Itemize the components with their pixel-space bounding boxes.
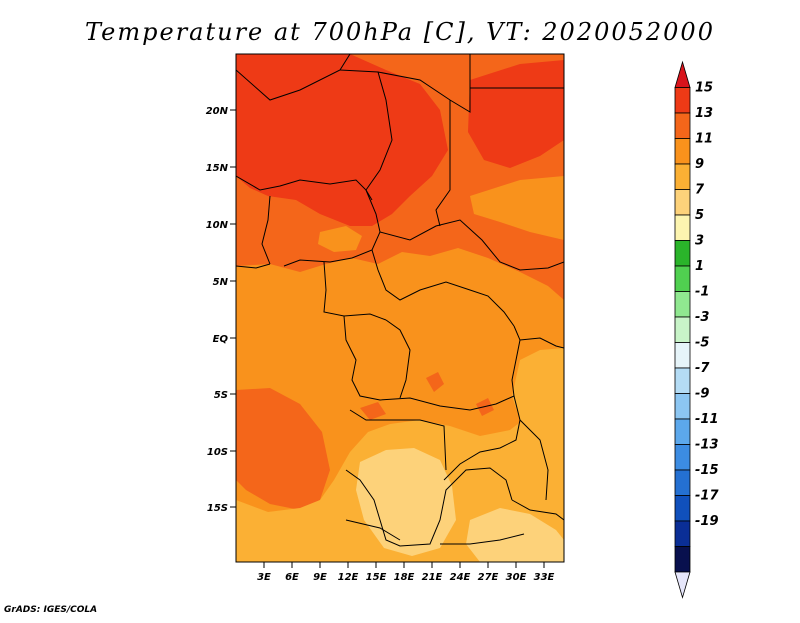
colorbar-cell: [674, 546, 691, 573]
field-9-11-patch-1: [318, 226, 362, 252]
colorbar-cell: [674, 291, 691, 318]
longitude-axis: 3E 6E 9E 12E 15E 18E 21E 24E 27E 30E 33E: [257, 562, 555, 583]
country-borders: [236, 54, 564, 547]
colorbar-label: 13: [695, 106, 713, 121]
colorbar-cell: [674, 469, 691, 496]
temperature-field: [236, 54, 564, 562]
lon-tick-label: 12E: [338, 572, 359, 583]
field-11-13-center-1: [426, 372, 444, 392]
colorbar-cell: [674, 138, 691, 165]
colorbar-label: -5: [695, 336, 709, 351]
field-11-13-southwest: [236, 388, 330, 510]
colorbar-cell: [674, 214, 691, 241]
chart-title: Temperature at 700hPa [C], VT: 202005200…: [85, 18, 715, 46]
lon-tick-label: 30E: [506, 572, 527, 583]
lat-tick-label: 5S: [214, 390, 228, 401]
grads-credit: GrADS: IGES/COLA: [4, 605, 97, 615]
colorbar-cell: [674, 87, 691, 114]
colorbar-cell: [674, 418, 691, 445]
lon-tick-label: 27E: [478, 572, 499, 583]
colorbar-label: -19: [695, 514, 719, 529]
lon-tick-label: 21E: [422, 572, 443, 583]
map-frame: [235, 53, 565, 563]
field-9-11-patch-2: [470, 176, 564, 240]
colorbar-cell: [674, 571, 691, 599]
field-7-9-east: [512, 348, 564, 430]
lat-tick-label: 15S: [207, 503, 228, 514]
colorbar-cell: [674, 112, 691, 139]
colorbar-label: 9: [695, 157, 704, 172]
colorbar-label: 3: [695, 234, 704, 249]
lon-tick-label: 6E: [285, 572, 299, 583]
field-5-7-southeast: [466, 508, 564, 562]
colorbar-label: -9: [695, 387, 709, 402]
lat-tick-label: 20N: [206, 106, 229, 117]
colorbar-cell: [674, 393, 691, 420]
lat-tick-label: 10N: [206, 220, 229, 231]
colorbar: 15 13 11 9 7 5 3 1 -1 -3 -5 -7 -9 -11 -13 -15 -17 -19: [674, 60, 719, 599]
lon-tick-label: 24E: [450, 572, 471, 583]
lat-tick-label: EQ: [213, 334, 229, 345]
colorbar-cell: [674, 444, 691, 471]
colorbar-cell: [674, 316, 691, 343]
colorbar-label: 5: [695, 208, 704, 223]
field-11-13-center-3: [360, 402, 386, 420]
colorbar-cell: [674, 367, 691, 394]
colorbar-cell: [674, 520, 691, 547]
lat-tick-label: 15N: [206, 163, 229, 174]
colorbar-label: 1: [695, 259, 704, 274]
field-13-15-northeast: [468, 60, 564, 168]
colorbar-label: -7: [695, 361, 710, 376]
lon-tick-label: 33E: [534, 572, 555, 583]
colorbar-cell: [674, 342, 691, 369]
colorbar-label: -11: [695, 412, 719, 427]
colorbar-cell: [674, 265, 691, 292]
lat-tick-label: 10S: [207, 447, 228, 458]
colorbar-label: -3: [695, 310, 709, 325]
colorbar-cell: [674, 163, 691, 190]
colorbar-label: 15: [695, 81, 713, 96]
colorbar-label: 7: [695, 183, 705, 198]
colorbar-label: -1: [695, 285, 709, 300]
colorbar-cell: [674, 189, 691, 216]
colorbar-label: 11: [695, 132, 713, 147]
colorbar-label: -15: [695, 463, 719, 478]
lon-tick-label: 18E: [394, 572, 415, 583]
colorbar-label: -13: [695, 438, 719, 453]
lon-tick-label: 3E: [257, 572, 271, 583]
colorbar-cell: [674, 60, 691, 88]
colorbar-cell: [674, 240, 691, 267]
lon-tick-label: 15E: [366, 572, 387, 583]
colorbar-label: -17: [695, 489, 719, 504]
colorbar-cell: [674, 495, 691, 522]
lat-tick-label: 5N: [213, 277, 229, 288]
lon-tick-label: 9E: [313, 572, 327, 583]
latitude-axis: 20N 15N 10N 5N EQ 5S 10S 15S: [206, 106, 236, 514]
